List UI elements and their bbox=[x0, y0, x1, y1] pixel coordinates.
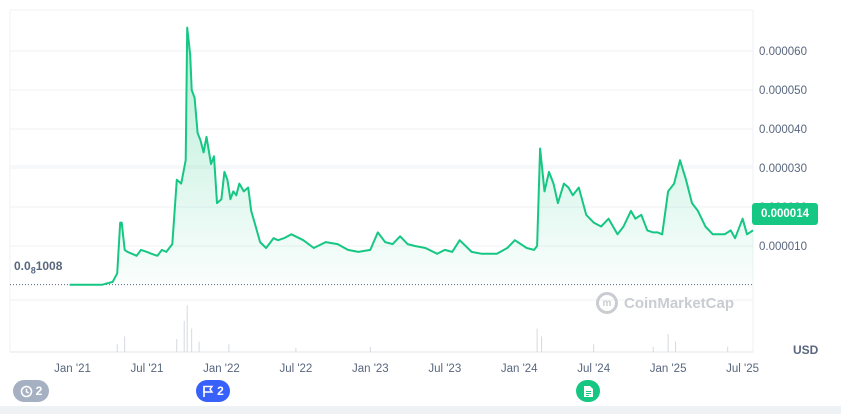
volume-bar bbox=[593, 344, 595, 352]
volume-bar bbox=[183, 320, 185, 352]
x-tick-label: Jan '21 bbox=[54, 363, 91, 375]
volume-bar bbox=[675, 341, 677, 352]
volume-bar bbox=[191, 328, 193, 352]
x-axis-ticks: Jan '21 Jul '21 Jan '22 Jul '22 Jan '23 Jul '… bbox=[54, 363, 759, 375]
volume-bar bbox=[295, 347, 297, 352]
currency-unit: USD bbox=[793, 343, 819, 357]
flag-event-marker[interactable]: 2 bbox=[196, 380, 230, 402]
x-tick-label: Jul '23 bbox=[428, 363, 461, 375]
volume-bar bbox=[369, 346, 371, 352]
volume-bar bbox=[536, 328, 538, 352]
flag-event-count: 2 bbox=[217, 384, 224, 398]
volume-bar bbox=[176, 339, 178, 352]
x-tick-label: Jan '24 bbox=[501, 363, 538, 375]
start-price-label: 0.081008 bbox=[14, 259, 63, 276]
history-event-marker[interactable]: 2 bbox=[13, 380, 49, 402]
price-area-fill bbox=[69, 27, 754, 285]
x-tick-label: Jul '25 bbox=[726, 363, 759, 375]
volume-bar bbox=[116, 344, 118, 352]
history-event-count: 2 bbox=[35, 384, 43, 398]
price-area bbox=[10, 26, 754, 286]
volume-bar bbox=[124, 336, 126, 352]
current-price-badge: 0.000014 bbox=[752, 203, 818, 225]
y-tick-label: 0.000030 bbox=[759, 163, 807, 175]
y-tick-label: 0.000040 bbox=[759, 124, 807, 136]
y-tick-label: 0.000060 bbox=[759, 46, 807, 58]
watermark-text: CoinMarketCap bbox=[624, 294, 735, 312]
navigator-strip[interactable] bbox=[0, 406, 841, 414]
flag-icon bbox=[203, 385, 214, 397]
coinmarketcap-watermark: m CoinMarketCap bbox=[596, 292, 734, 314]
coinmarketcap-logo-icon: m bbox=[596, 292, 618, 314]
x-tick-label: Jan '22 bbox=[203, 363, 240, 375]
x-tick-label: Jul '24 bbox=[577, 363, 610, 375]
x-tick-label: Jul '22 bbox=[279, 363, 312, 375]
x-tick-label: Jan '25 bbox=[650, 363, 687, 375]
volume-bar bbox=[186, 305, 188, 352]
document-icon bbox=[583, 385, 593, 397]
document-event-marker[interactable] bbox=[576, 380, 600, 402]
y-tick-label: 0.000010 bbox=[759, 241, 807, 253]
volume-bar bbox=[198, 341, 200, 352]
volume-bar bbox=[727, 346, 729, 352]
volume-bar bbox=[541, 336, 543, 352]
y-tick-label: 0.000050 bbox=[759, 85, 807, 97]
x-tick-label: Jul '21 bbox=[131, 363, 164, 375]
volume-bar bbox=[228, 344, 230, 352]
x-tick-label: Jan '23 bbox=[352, 363, 389, 375]
history-icon bbox=[20, 385, 32, 397]
volume-bar bbox=[652, 346, 654, 352]
price-line bbox=[69, 26, 754, 286]
volume-bars bbox=[116, 305, 729, 352]
volume-bar bbox=[667, 333, 669, 352]
